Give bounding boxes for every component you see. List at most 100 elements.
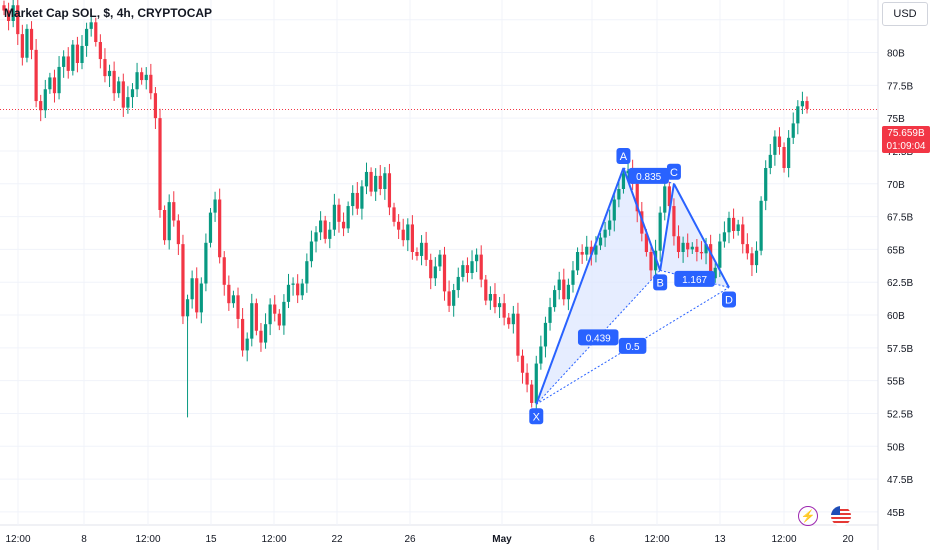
- x-tick-label: 8: [81, 534, 87, 545]
- candle-body: [727, 217, 731, 233]
- candle-body: [328, 229, 332, 239]
- candle-body: [117, 81, 121, 94]
- pattern-point-marker: [616, 148, 631, 164]
- x-tick-label: 22: [331, 534, 343, 545]
- candle-body: [48, 77, 52, 90]
- candle-body: [158, 118, 162, 210]
- candle-body: [268, 304, 272, 325]
- candle-body: [378, 175, 382, 189]
- candle-body: [11, 5, 15, 21]
- pattern-point-marker: [653, 274, 668, 291]
- candle-body: [355, 192, 359, 209]
- candle-body: [543, 322, 548, 347]
- candle-body: [580, 252, 584, 255]
- y-tick-label: 67.5B: [887, 213, 913, 224]
- candle-body: [213, 199, 217, 213]
- x-tick-label: 26: [404, 534, 416, 545]
- candle-body: [112, 70, 116, 94]
- lightning-icon[interactable]: ⚡: [798, 506, 818, 526]
- candle-body: [479, 254, 483, 280]
- y-tick-label: 77.5B: [887, 81, 913, 92]
- pattern-leg-bc: [659, 183, 675, 271]
- candle-body: [507, 317, 511, 325]
- candle-body: [387, 173, 392, 208]
- pattern-ratio-badge: [628, 167, 669, 184]
- candle-body: [695, 246, 699, 252]
- candle-body: [130, 89, 135, 98]
- candle-body: [140, 72, 144, 81]
- candle-body: [176, 220, 180, 245]
- candle-body: [493, 294, 497, 308]
- pattern-ratio-label: 0.439: [586, 333, 611, 344]
- candle-body: [484, 279, 488, 301]
- candle-body: [263, 324, 268, 343]
- pattern-leg-cd: [673, 183, 730, 288]
- candle-body: [690, 246, 694, 250]
- candle-body: [397, 221, 401, 230]
- candle-body: [153, 93, 158, 119]
- candle-body: [392, 207, 396, 222]
- x-tick-label: 12:00: [771, 534, 796, 545]
- candle-body: [704, 244, 708, 254]
- candle-body: [759, 200, 763, 251]
- candle-body: [89, 22, 93, 29]
- y-tick-label: 75B: [887, 114, 905, 125]
- candle-body: [589, 246, 593, 255]
- candle-body: [300, 283, 304, 296]
- candle-body: [452, 290, 456, 306]
- candle-body: [204, 242, 208, 284]
- candle-body: [319, 220, 323, 233]
- candle-body: [291, 283, 295, 285]
- candle-body: [62, 56, 66, 67]
- current-price-tag: 75.659B 01:09:04: [882, 126, 930, 153]
- pattern-point-label: D: [725, 294, 733, 306]
- candle-body: [461, 265, 465, 277]
- pattern-point-marker: [666, 163, 681, 180]
- candle-body: [282, 301, 286, 326]
- candle-body: [2, 5, 6, 11]
- candle-body: [52, 77, 57, 94]
- y-tick-label: 62.5B: [887, 278, 913, 289]
- pattern-point-label: X: [533, 411, 541, 423]
- candle-body: [745, 244, 749, 254]
- candle-body: [149, 74, 153, 94]
- pattern-ratio-badge: [618, 337, 647, 354]
- candle-body: [309, 241, 314, 262]
- candle-body: [222, 257, 226, 285]
- pattern-point-label: B: [656, 277, 663, 289]
- candle-body: [598, 237, 603, 246]
- candle-body: [369, 171, 373, 192]
- candle-body: [240, 318, 245, 351]
- candle-body: [323, 220, 327, 239]
- candle-body: [374, 175, 378, 192]
- candle-body: [475, 254, 479, 262]
- candle-body: [465, 265, 470, 273]
- candle-body: [553, 290, 557, 308]
- candle-body: [718, 241, 722, 268]
- candle-body: [764, 168, 768, 201]
- candle-body: [497, 303, 502, 308]
- candle-body: [364, 171, 369, 187]
- candle-body: [520, 355, 525, 373]
- candle-body: [406, 224, 410, 241]
- candle-body: [796, 106, 800, 124]
- candle-body: [603, 229, 607, 238]
- us-flag-icon[interactable]: [831, 506, 851, 526]
- candle-body: [424, 242, 428, 260]
- candle-body: [162, 210, 167, 241]
- x-tick-label: 12:00: [5, 534, 30, 545]
- candle-body: [539, 346, 543, 364]
- pattern-ratio-label: 0.5: [626, 342, 640, 353]
- y-tick-label: 65B: [887, 245, 905, 256]
- current-price-value: 75.659B: [887, 128, 925, 139]
- candle-body: [575, 252, 580, 271]
- candle-body: [337, 204, 341, 222]
- currency-selector[interactable]: USD: [882, 2, 928, 26]
- pattern-ratio-label: 1.167: [682, 275, 707, 286]
- candle-body: [676, 236, 681, 252]
- x-tick-label: 12:00: [135, 534, 160, 545]
- candle-body: [144, 74, 148, 81]
- candle-body: [621, 173, 626, 189]
- candle-body: [231, 295, 236, 304]
